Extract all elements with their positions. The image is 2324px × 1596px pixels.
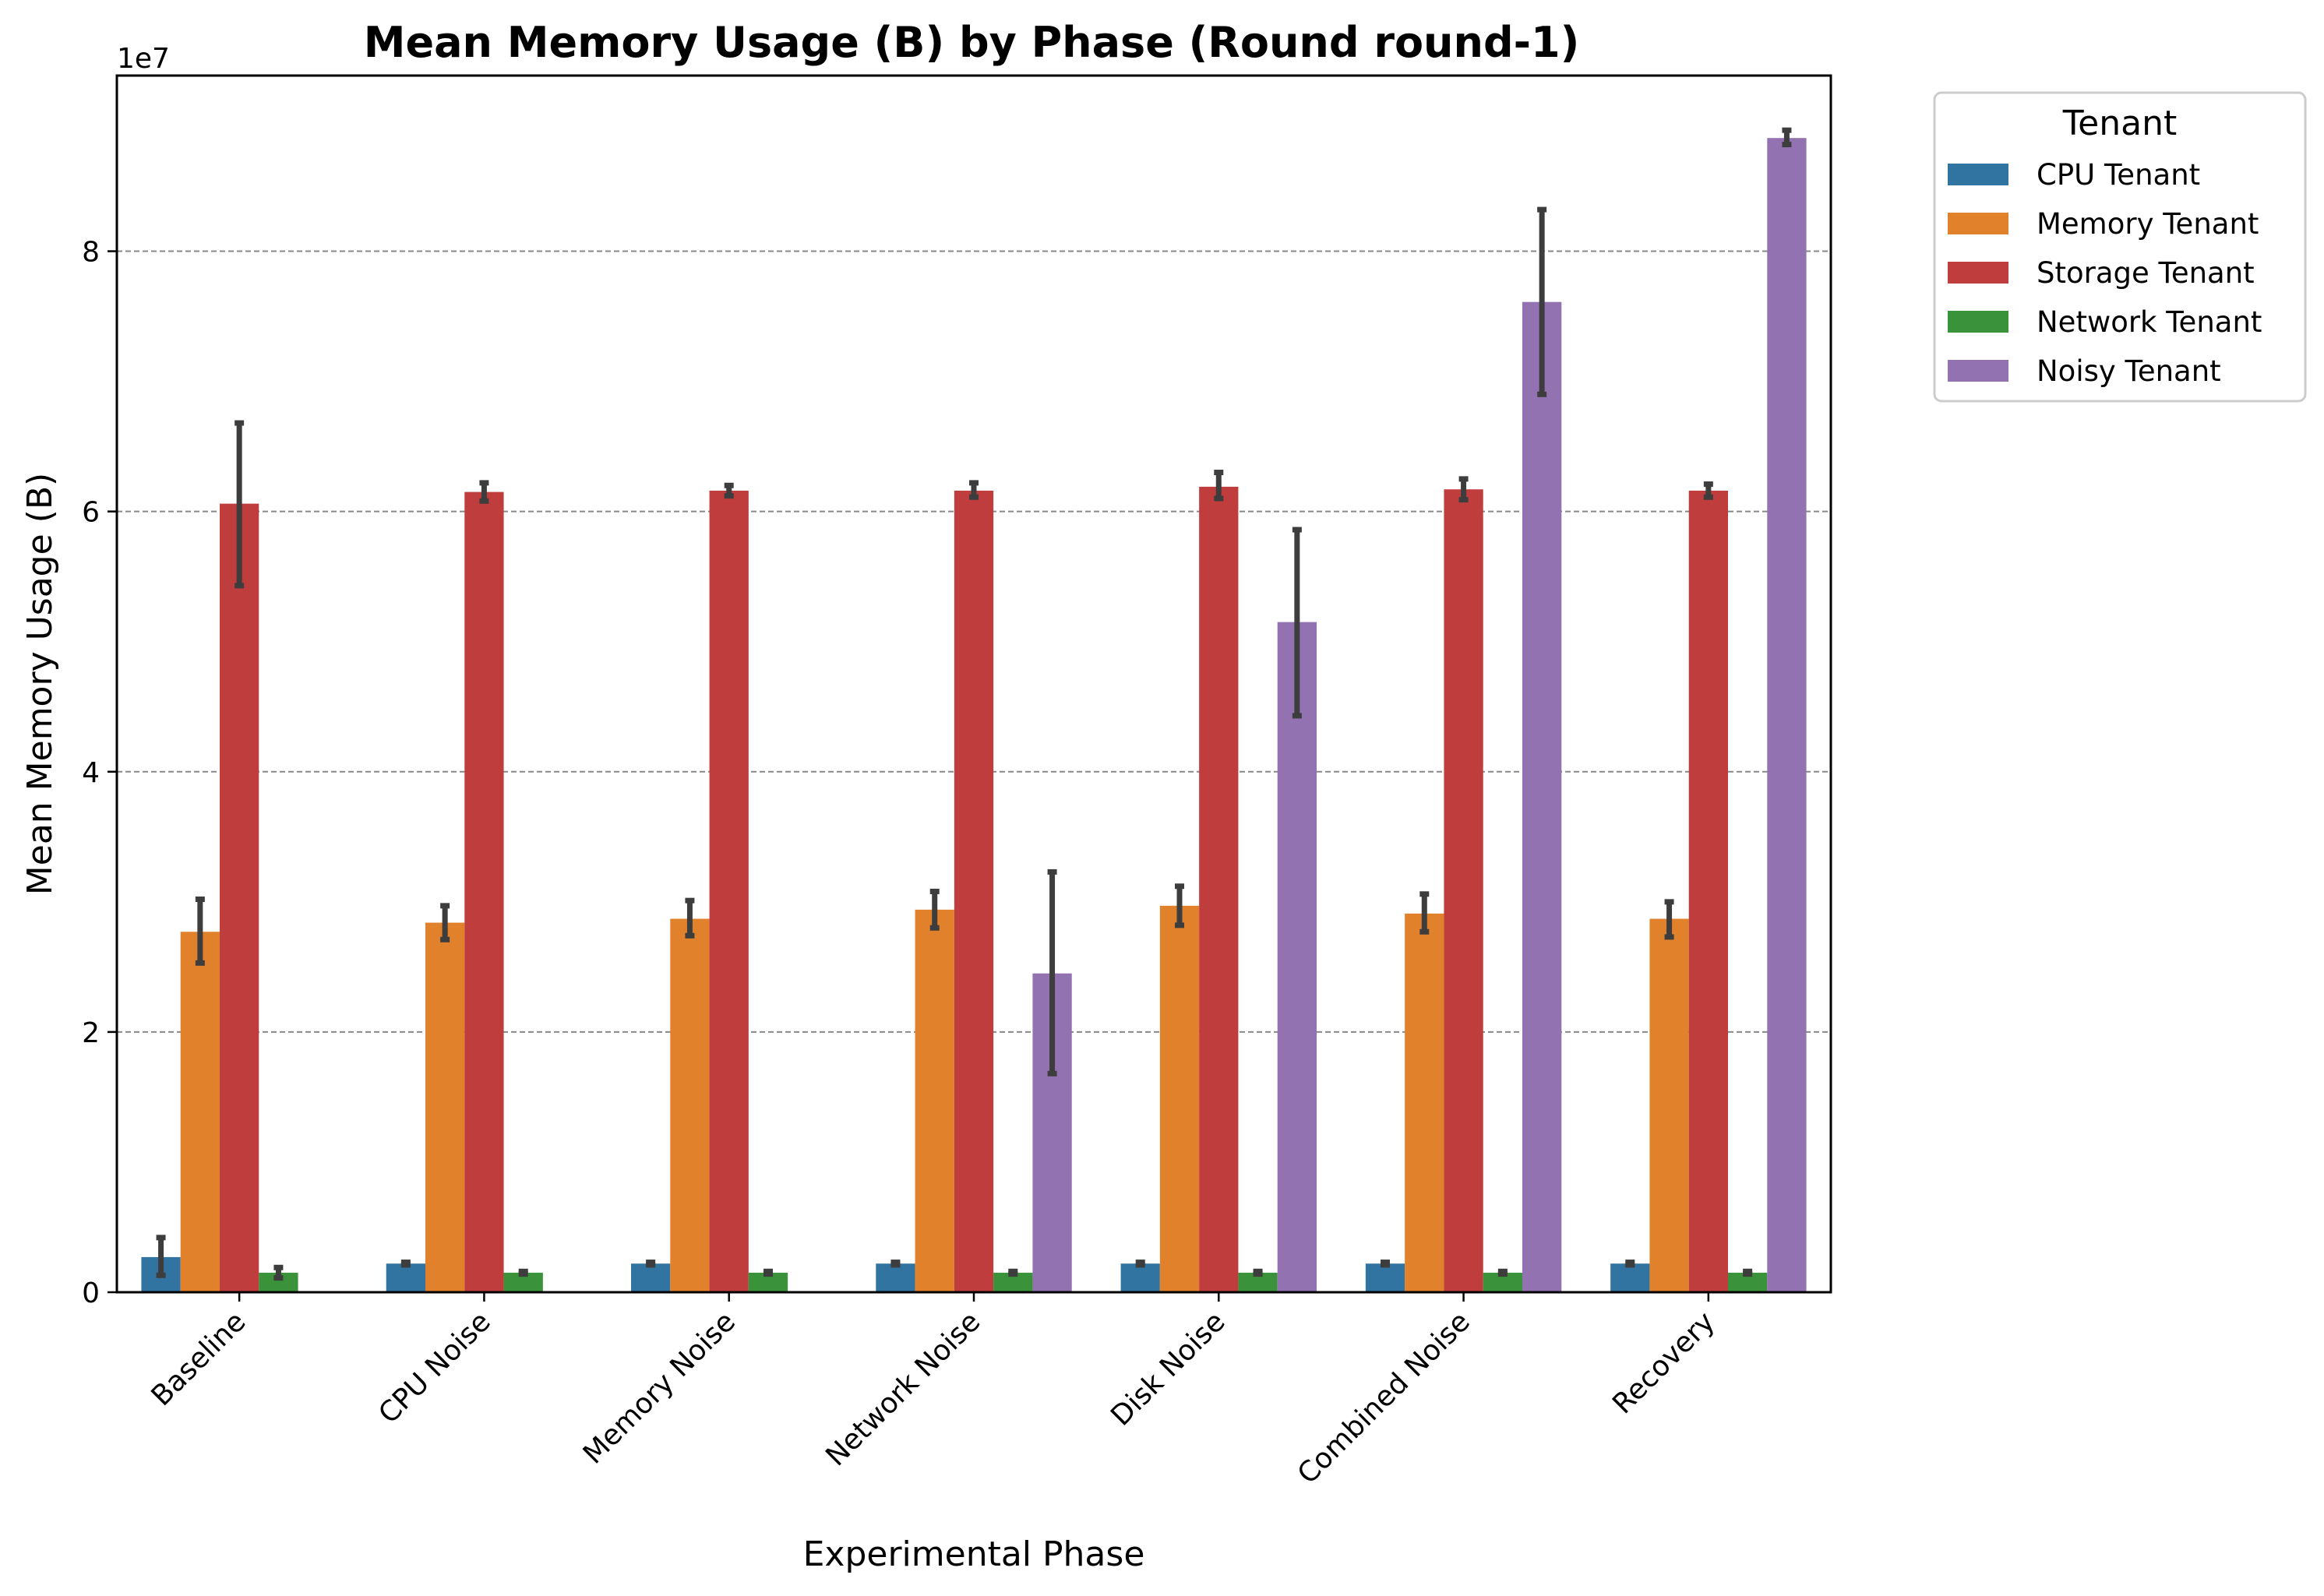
- x-tick-label: Baseline: [146, 1305, 252, 1412]
- bar: [876, 1263, 915, 1292]
- bar: [1444, 489, 1483, 1292]
- legend-item-label: Network Tenant: [2037, 305, 2262, 339]
- legend-item-label: Memory Tenant: [2037, 207, 2259, 241]
- bar: [954, 490, 994, 1292]
- x-tick-label: Network Noise: [820, 1305, 986, 1472]
- legend-swatch: [1948, 262, 2008, 284]
- chart-title: Mean Memory Usage (B) by Phase (Round ro…: [364, 18, 1580, 67]
- bar: [1277, 622, 1317, 1292]
- bars: [141, 138, 1807, 1292]
- y-axis-ticks: 0 2 4 6 8: [82, 237, 117, 1309]
- legend-items: CPU Tenant Memory Tenant Storage Tenant Net…: [1948, 158, 2262, 388]
- legend-item-label: CPU Tenant: [2037, 158, 2200, 192]
- legend-swatch: [1948, 360, 2008, 382]
- legend-swatch: [1948, 213, 2008, 234]
- x-tick-label: Disk Noise: [1105, 1305, 1231, 1432]
- bar: [670, 918, 710, 1292]
- bar: [1120, 1263, 1160, 1292]
- y-offset-label: 1e7: [117, 43, 170, 75]
- legend-swatch: [1948, 311, 2008, 333]
- legend-item-label: Storage Tenant: [2037, 256, 2255, 290]
- legend-box: [1933, 91, 2307, 403]
- x-tick-label: CPU Noise: [372, 1305, 496, 1429]
- bar: [631, 1263, 671, 1292]
- bar: [915, 909, 954, 1292]
- bar: [220, 503, 259, 1292]
- legend: Tenant CPU Tenant Memory Tenant Storage Te…: [1933, 91, 2307, 403]
- y-tick-label: 4: [82, 757, 100, 789]
- bar: [386, 1263, 425, 1292]
- y-tick-label: 8: [82, 237, 100, 269]
- bar: [464, 491, 504, 1292]
- legend-item-label: Noisy Tenant: [2037, 354, 2221, 388]
- error-bars: [156, 127, 1792, 1281]
- bar: [1405, 913, 1444, 1292]
- bar: [1767, 138, 1807, 1292]
- x-tick-label: Recovery: [1606, 1305, 1721, 1420]
- x-axis-label: Experimental Phase: [803, 1534, 1145, 1574]
- y-tick-label: 6: [82, 497, 100, 529]
- bar: [425, 922, 465, 1292]
- bar: [709, 490, 749, 1292]
- bar: [1522, 301, 1562, 1292]
- bar: [1159, 905, 1200, 1292]
- bar: [180, 932, 220, 1292]
- bar: [1688, 490, 1728, 1292]
- y-tick-label: 2: [82, 1017, 100, 1049]
- legend-swatch: [1948, 164, 2008, 185]
- x-tick-label: Combined Noise: [1292, 1305, 1476, 1490]
- y-axis-label: Mean Memory Usage (B): [20, 473, 60, 895]
- bar: [1365, 1263, 1405, 1292]
- bar: [1610, 1263, 1650, 1292]
- x-tick-label: Memory Noise: [577, 1305, 742, 1470]
- bar: [1649, 918, 1689, 1292]
- bar: [1199, 486, 1239, 1292]
- x-axis-ticks: Baseline CPU Noise Memory Noise Network Noi…: [146, 1292, 1721, 1490]
- y-tick-label: 0: [82, 1277, 100, 1309]
- legend-title: Tenant: [2062, 104, 2177, 143]
